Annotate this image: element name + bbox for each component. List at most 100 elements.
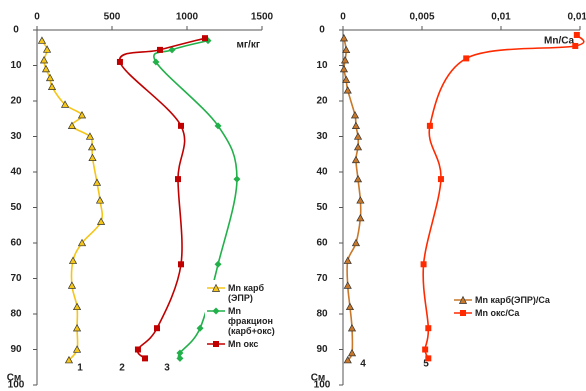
x-tick-label: 0,01 (491, 12, 511, 23)
data-point (196, 324, 204, 332)
data-point (356, 196, 365, 204)
data-point (233, 175, 241, 183)
data-point (178, 261, 184, 268)
y-tick-label: 10 (10, 60, 22, 71)
annotation: См (7, 373, 22, 384)
legend-label: Mn карб (ЭПР) (228, 283, 265, 303)
legend-swatch (207, 307, 225, 315)
annotation: 1 (77, 363, 83, 374)
x-tick-label: 1000 (176, 12, 199, 23)
annotation: 3 (164, 363, 170, 374)
legend: Mn карб(ЭПР)/Ca Mn окс/Ca (452, 292, 584, 321)
y-tick-label: 100 (314, 380, 331, 391)
annotation: 5 (423, 359, 429, 370)
data-point (425, 355, 432, 362)
data-point (87, 142, 97, 151)
data-point (214, 260, 222, 268)
data-point (178, 122, 184, 129)
y-tick-label: 90 (316, 344, 328, 355)
y-tick-label: 0 (13, 25, 19, 36)
data-point (351, 121, 361, 129)
legend-entry: Mn окс/Ca (454, 308, 582, 318)
y-tick-label: 0 (319, 25, 325, 36)
x-tick-label: 0 (34, 12, 40, 23)
legend-entry: Mn карб(ЭПР)/Ca (454, 295, 582, 305)
data-point (353, 174, 363, 183)
y-tick-label: 100 (8, 380, 25, 391)
data-point (92, 178, 102, 186)
y-tick-label: 70 (316, 273, 328, 284)
data-point (463, 55, 470, 62)
annotation: 4 (360, 359, 366, 370)
legend-marker (212, 307, 220, 315)
data-point (351, 155, 361, 164)
data-point (342, 75, 351, 83)
data-point (437, 176, 444, 183)
data-point (572, 42, 579, 49)
data-point (347, 348, 357, 357)
legend-label: Mn карб(ЭПР)/Ca (475, 295, 550, 305)
data-point (425, 325, 432, 332)
y-tick-label: 80 (10, 309, 22, 320)
series-line (343, 38, 362, 361)
data-point (157, 46, 163, 53)
unit-label: мг/кг (236, 40, 260, 51)
data-point (142, 355, 148, 362)
y-tick-label: 60 (316, 238, 328, 249)
series-line (41, 40, 104, 361)
y-tick-label: 30 (316, 131, 328, 142)
data-point (353, 142, 363, 151)
legend-entry: Mn карб (ЭПР) (207, 283, 283, 303)
unit-label: Mn/Ca (544, 36, 574, 47)
data-point (72, 345, 82, 353)
x-tick-label: 1500 (251, 12, 274, 23)
legend-entry: Mn фракцион (карб+окс) (207, 306, 283, 336)
y-tick-label: 70 (10, 273, 22, 284)
data-point (88, 153, 97, 161)
data-point (67, 121, 77, 129)
legend-swatch (207, 283, 225, 292)
data-point (41, 64, 51, 73)
y-tick-label: 40 (10, 167, 22, 178)
legend-marker (460, 310, 466, 316)
x-tick-label: 0 (340, 12, 346, 23)
data-point (342, 45, 351, 54)
data-point (37, 36, 47, 44)
data-point (175, 176, 181, 183)
data-point (72, 302, 82, 311)
y-tick-label: 60 (10, 238, 22, 249)
y-tick-label: 80 (316, 309, 328, 320)
annotation: См (311, 373, 326, 384)
legend-marker (213, 341, 219, 347)
data-point (154, 325, 160, 332)
data-point (134, 346, 141, 353)
data-point (96, 217, 106, 225)
y-tick-label: 50 (10, 202, 22, 213)
data-point (67, 281, 77, 289)
data-point (353, 132, 363, 140)
data-point (356, 213, 365, 222)
legend-label: Mn фракцион (карб+окс) (228, 306, 275, 336)
x-tick-label: 500 (104, 12, 121, 23)
legend: Mn карб (ЭПР) Mn фракцион (карб+окс) Mn ок… (205, 280, 285, 352)
data-point (72, 323, 82, 332)
data-point (39, 55, 49, 64)
data-point (347, 323, 357, 332)
data-point (202, 35, 208, 42)
data-point (42, 45, 52, 53)
y-tick-label: 90 (10, 344, 22, 355)
data-point (214, 122, 222, 130)
x-tick-label: 0,005 (409, 12, 434, 23)
data-point (339, 64, 349, 73)
y-tick-label: 20 (10, 96, 22, 107)
data-point (422, 346, 429, 353)
data-point (176, 349, 184, 357)
data-point (350, 110, 360, 119)
data-point (60, 100, 70, 108)
y-tick-label: 20 (316, 96, 328, 107)
y-tick-label: 40 (316, 167, 328, 178)
data-point (95, 196, 105, 204)
data-point (351, 238, 361, 247)
